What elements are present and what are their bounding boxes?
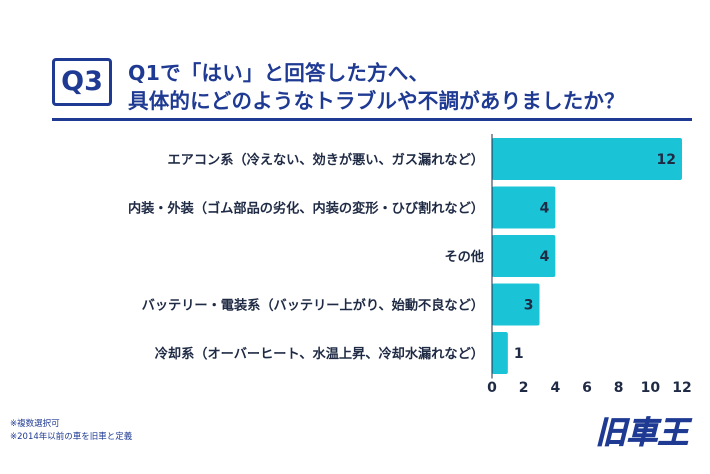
data-label: 1 <box>514 346 524 362</box>
category-label: バッテリー・電装系（バッテリー上がり、始動不良など） <box>142 297 484 314</box>
category-label: エアコン系（冷えない、効きが悪い、ガス漏れなど） <box>168 151 485 168</box>
logo-text: 旧車王 <box>596 415 693 450</box>
category-label: 内装・外装（ゴム部品の劣化、内装の変形・ひび割れなど） <box>128 200 484 217</box>
data-label: 4 <box>540 201 550 217</box>
x-tick-label: 6 <box>582 380 592 396</box>
bar <box>492 235 556 277</box>
bar <box>492 283 540 326</box>
category-label: 冷却系（オーバーヒート、水温上昇、冷却水漏れなど） <box>155 345 484 362</box>
question-text-line-2: 具体的にどのようなトラブルや不調がありましたか？ <box>128 89 625 113</box>
footnotes: ※複数選択可 ※2014年以前の車を旧車と定義 <box>10 418 132 444</box>
x-tick-label: 8 <box>614 380 624 396</box>
x-tick-label: 4 <box>550 380 560 396</box>
bar <box>492 186 556 229</box>
x-tick-label: 0 <box>487 380 497 396</box>
data-label: 12 <box>657 152 676 168</box>
x-tick-label: 10 <box>641 380 661 396</box>
bar <box>492 332 508 374</box>
header-divider <box>52 118 692 121</box>
question-number-badge: Q3 <box>52 58 112 106</box>
bar <box>492 138 682 180</box>
x-tick-label: 12 <box>672 380 691 396</box>
category-label: その他 <box>444 248 484 265</box>
data-label: 4 <box>540 249 550 265</box>
footnote-multiple-choice: ※複数選択可 <box>10 419 60 429</box>
question-header: Q3 Q1で「はい」と回答した方へ、 具体的にどのようなトラブルや不調がありまし… <box>0 0 710 121</box>
footnote-definition: ※2014年以前の車を旧車と定義 <box>10 432 133 442</box>
brand-logo: 旧車王 <box>595 415 693 450</box>
x-tick-label: 2 <box>519 380 529 396</box>
data-label: 3 <box>524 298 534 314</box>
question-text-line-1: Q1で「はい」と回答した方へ、 <box>128 61 430 85</box>
